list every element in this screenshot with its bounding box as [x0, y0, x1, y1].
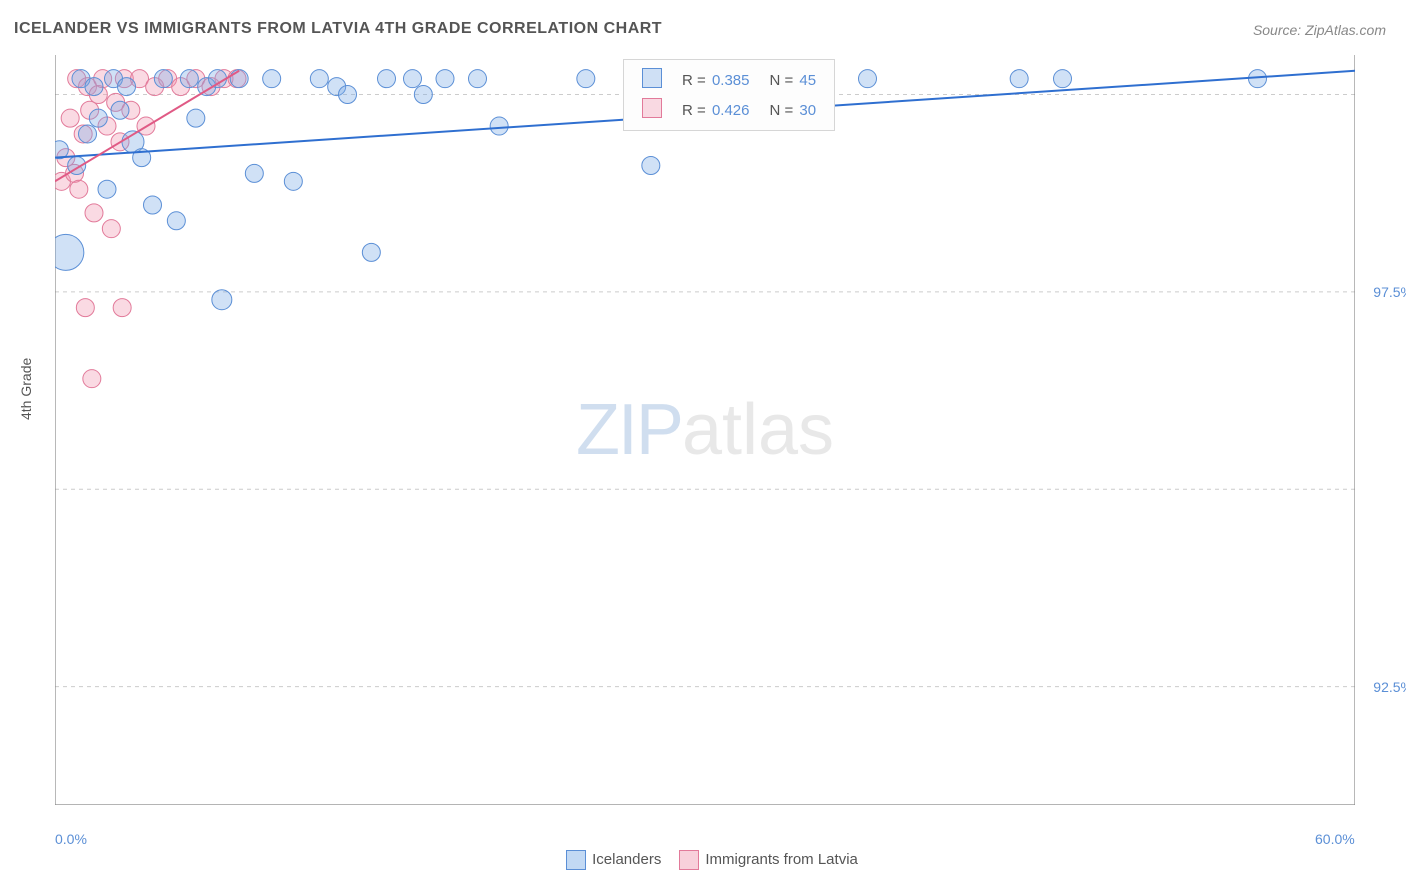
stat-legend-row: R = 0.426N = 30	[634, 96, 824, 124]
bottom-legend: Icelanders Immigrants from Latvia	[0, 850, 1406, 870]
legend-swatch	[642, 68, 662, 88]
scatter-chart	[55, 55, 1355, 805]
source-label: Source: ZipAtlas.com	[1253, 22, 1386, 38]
x-tick-label: 0.0%	[55, 831, 87, 847]
chart-title: ICELANDER VS IMMIGRANTS FROM LATVIA 4TH …	[14, 20, 662, 38]
legend-swatch	[566, 850, 586, 870]
y-axis-label: 4th Grade	[18, 358, 34, 420]
chart-area: ZIPatlas 92.5%97.5% 0.0%60.0% R = 0.385N…	[55, 55, 1355, 805]
legend-label: Immigrants from Latvia	[705, 851, 858, 868]
stat-legend: R = 0.385N = 45R = 0.426N = 30	[623, 59, 835, 131]
x-tick-label: 60.0%	[1315, 831, 1355, 847]
y-tick-label: 92.5%	[1373, 679, 1406, 695]
legend-swatch	[642, 98, 662, 118]
y-tick-label: 97.5%	[1373, 284, 1406, 300]
legend-swatch	[679, 850, 699, 870]
legend-label: Icelanders	[592, 851, 661, 868]
stat-legend-row: R = 0.385N = 45	[634, 66, 824, 94]
